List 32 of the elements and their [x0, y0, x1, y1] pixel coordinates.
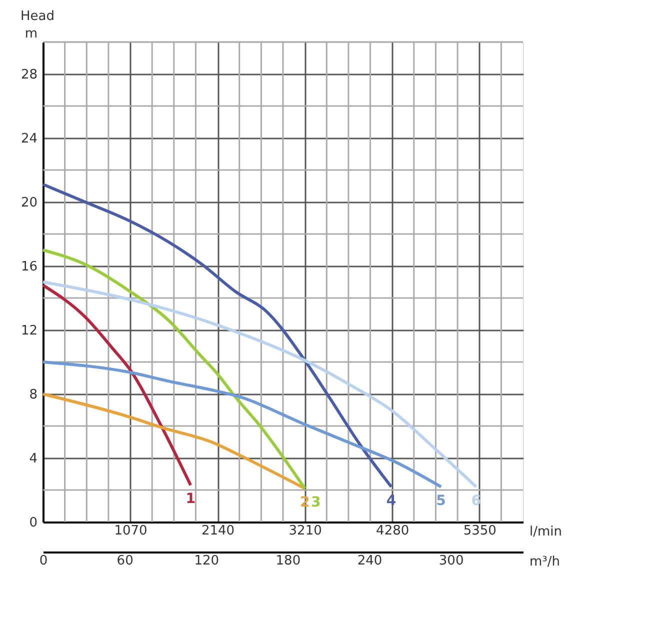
y-tick-label: 0 [29, 516, 38, 530]
x-tick-label: 5350 [463, 524, 496, 538]
line-series [42, 392, 306, 490]
y-tick-label: 28 [20, 68, 38, 82]
y-tick-label: 12 [20, 324, 38, 338]
x2-tick-label: 120 [194, 554, 220, 568]
x2-tick-label: 300 [438, 554, 464, 568]
x-tick-label: 2140 [202, 524, 235, 538]
x2-axis-title: m³/h [530, 554, 560, 570]
series-label: 3 [310, 494, 321, 510]
y-tick-label: 4 [29, 452, 38, 466]
line-series [42, 182, 393, 488]
x-tick-label: 4280 [376, 524, 410, 538]
chart-title: Head [20, 9, 54, 24]
y-tick-label: 8 [29, 388, 38, 402]
line-series [42, 280, 478, 488]
x-tick-label: 3210 [288, 524, 322, 538]
line-series [42, 248, 306, 490]
y-axis-title: m [24, 26, 38, 42]
y-tick-label: 16 [20, 260, 38, 274]
x2-tick-label: 180 [276, 554, 301, 568]
series-label: 1 [186, 491, 196, 508]
x-tick-label: 1070 [114, 524, 148, 538]
y-tick-label: 24 [20, 132, 38, 146]
x2-tick-label: 240 [357, 554, 382, 568]
x-axis-title: l/min [530, 524, 562, 540]
series-label: 5 [436, 492, 446, 509]
x2-tick-label: 60 [116, 554, 134, 568]
x2-tick-label: 0 [39, 554, 48, 568]
line-series [42, 360, 443, 488]
line-series [42, 284, 192, 487]
y-tick-label: 20 [20, 196, 38, 210]
